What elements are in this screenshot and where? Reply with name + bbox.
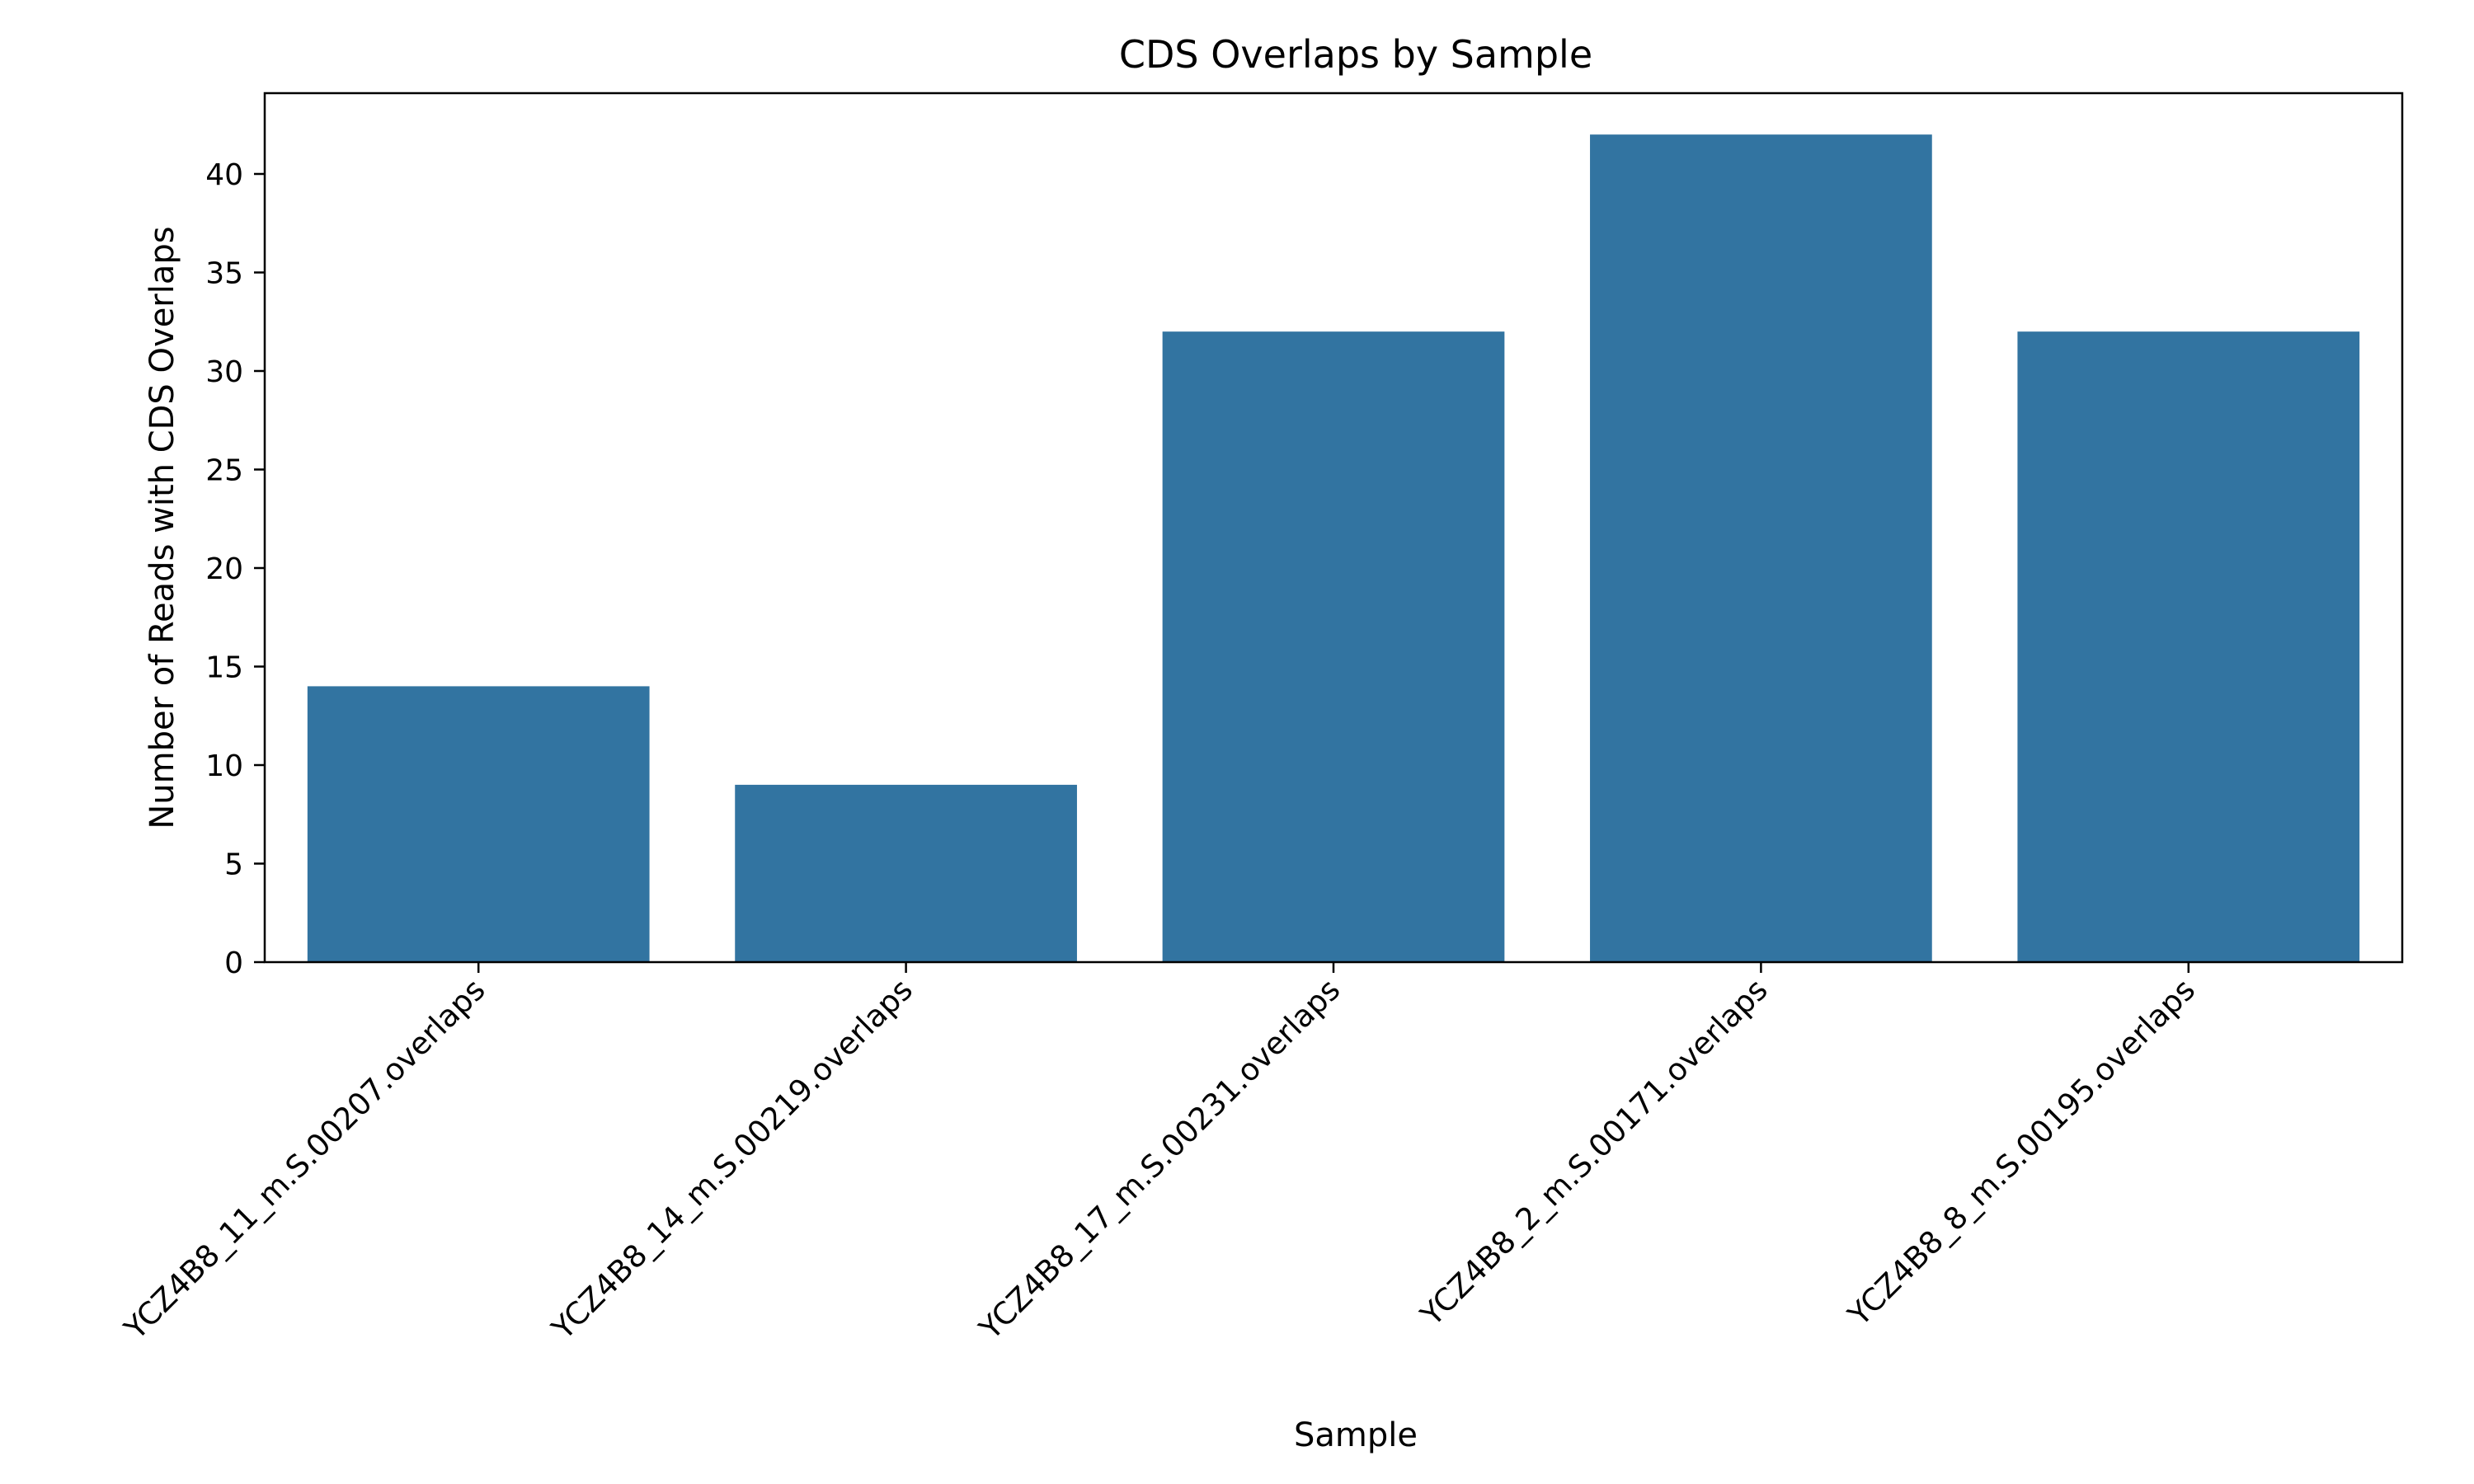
- plot-frame: [263, 92, 2404, 964]
- y-tick-label: 20: [205, 552, 243, 586]
- bar-3: [1162, 331, 1505, 962]
- bar-2: [735, 784, 1077, 962]
- y-tick-label: 30: [205, 355, 243, 389]
- bar-4: [1590, 134, 1932, 962]
- y-tick-label: 35: [205, 256, 243, 290]
- y-tick-label: 10: [205, 749, 243, 783]
- chart-title: CDS Overlaps by Sample: [1119, 32, 1592, 77]
- bar-5: [2017, 331, 2360, 962]
- y-axis: 0 5 10 15 20 25 30 35 40: [205, 158, 265, 980]
- x-tick-label: YCZ4B8_8_m.S.00195.overlaps: [1841, 972, 2202, 1333]
- y-axis-label: Number of Reads with CDS Overlaps: [143, 226, 181, 829]
- x-tick-label: YCZ4B8_17_m.S.00231.overlaps: [972, 972, 1348, 1347]
- x-tick-label: YCZ4B8_11_m.S.00207.overlaps: [117, 972, 492, 1347]
- x-tick-label: YCZ4B8_14_m.S.00219.overlaps: [544, 972, 920, 1347]
- x-axis: YCZ4B8_11_m.S.00207.overlaps YCZ4B8_14_m.…: [117, 962, 2202, 1347]
- bar-1: [307, 686, 650, 962]
- y-tick-label: 25: [205, 453, 243, 487]
- x-tick-label: YCZ4B8_2_m.S.00171.overlaps: [1413, 972, 1775, 1333]
- y-tick-label: 5: [224, 848, 243, 881]
- y-tick-label: 0: [224, 946, 243, 980]
- bars-group: [307, 134, 2360, 962]
- y-tick-label: 40: [205, 158, 243, 192]
- x-axis-label: Sample: [1294, 1416, 1418, 1454]
- y-tick-label: 15: [205, 650, 243, 684]
